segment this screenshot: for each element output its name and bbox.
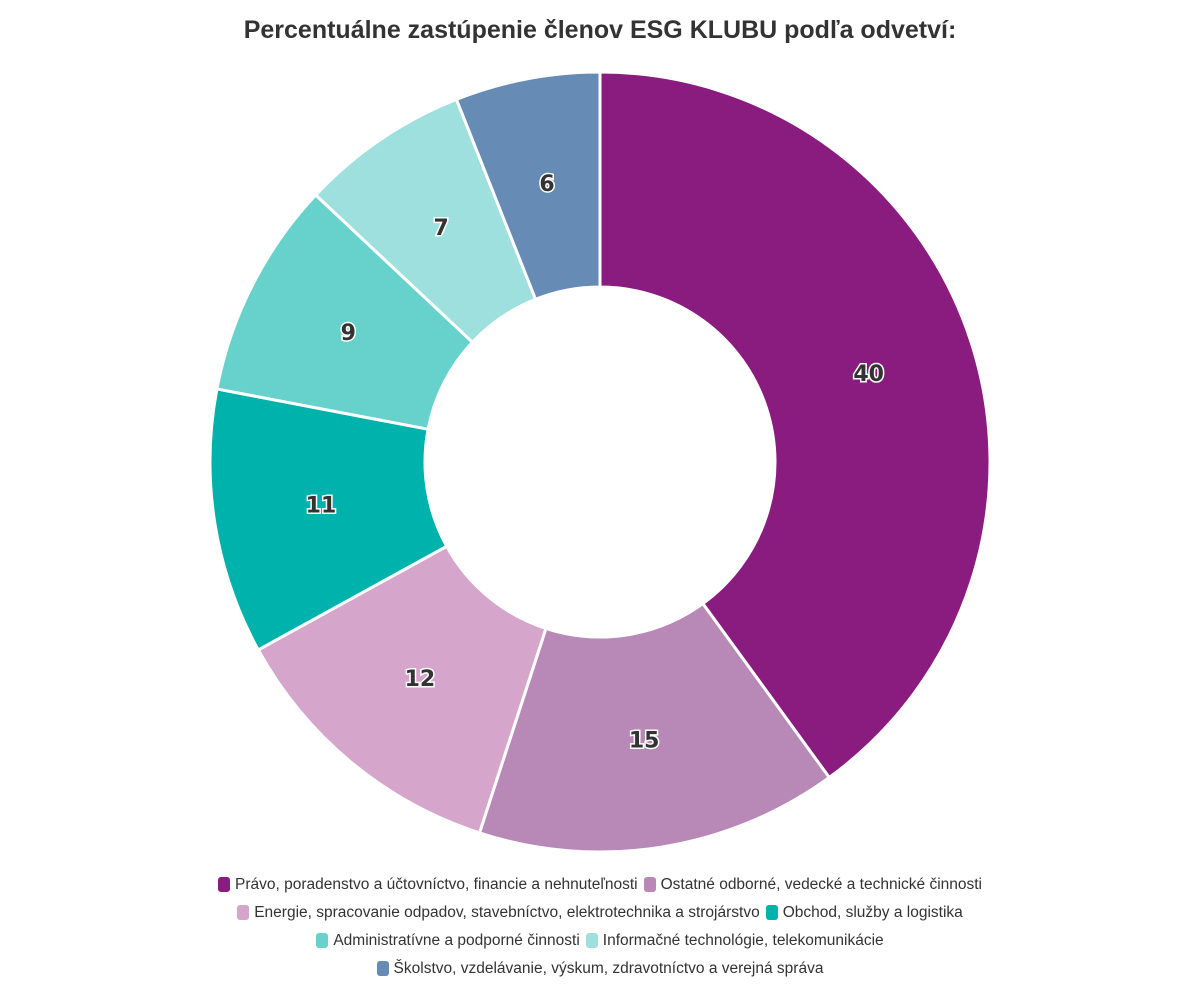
legend-label: Administratívne a podporné činnosti [333,932,580,949]
donut-chart: 40 15 12 11 9 7 6 [208,70,992,854]
legend-item[interactable]: Ostatné odborné, vedecké a technické čin… [643,872,982,897]
legend-item[interactable]: Informačné technológie, telekomunikácie [585,928,884,953]
data-label: 9 [341,321,356,346]
donut-slice[interactable] [454,70,602,301]
legend-row: Právo, poradenstvo a účtovníctvo, financ… [100,872,1100,900]
data-label: 6 [539,172,554,197]
legend-label: Informačné technológie, telekomunikácie [602,932,884,949]
data-label: 15 [629,729,660,754]
legend-swatch [765,905,778,920]
legend: Právo, poradenstvo a účtovníctvo, financ… [100,872,1100,984]
legend-swatch [218,877,230,892]
legend-row: Energie, spracovanie odpadov, stavebníct… [100,900,1100,928]
legend-label: Školstvo, vzdelávanie, výskum, zdravotní… [393,960,824,977]
data-label: 11 [306,494,337,519]
legend-swatch [643,877,656,892]
donut-slice[interactable] [477,602,831,854]
legend-swatch [585,933,598,948]
donut-slice[interactable] [208,387,449,652]
legend-item[interactable]: Školstvo, vzdelávanie, výskum, zdravotní… [376,956,824,981]
legend-row: Administratívne a podporné činnosti Infor… [100,928,1100,956]
donut-slice[interactable] [598,70,992,780]
legend-item[interactable]: Administratívne a podporné činnosti [316,928,580,953]
legend-item[interactable]: Právo, poradenstvo a účtovníctvo, financ… [218,872,638,897]
donut-slice[interactable] [256,544,548,835]
legend-label: Obchod, služby a logistika [782,904,963,921]
data-label: 12 [405,667,436,692]
donut-slice[interactable] [215,193,474,431]
chart-title: Percentuálne zastúpenie členov ESG KLUBU… [243,16,957,44]
legend-swatch [237,905,250,920]
data-label: 7 [434,216,449,241]
legend-item[interactable]: Obchod, služby a logistika [765,900,963,925]
legend-row: Školstvo, vzdelávanie, výskum, zdravotní… [100,956,1100,984]
legend-swatch [376,961,389,976]
legend-swatch [316,933,329,948]
legend-label: Právo, poradenstvo a účtovníctvo, financ… [235,876,638,893]
legend-label: Energie, spracovanie odpadov, stavebníct… [254,904,760,921]
legend-item[interactable]: Energie, spracovanie odpadov, stavebníct… [237,900,760,925]
data-label: 40 [853,362,884,387]
legend-label: Ostatné odborné, vedecké a technické čin… [660,876,982,893]
